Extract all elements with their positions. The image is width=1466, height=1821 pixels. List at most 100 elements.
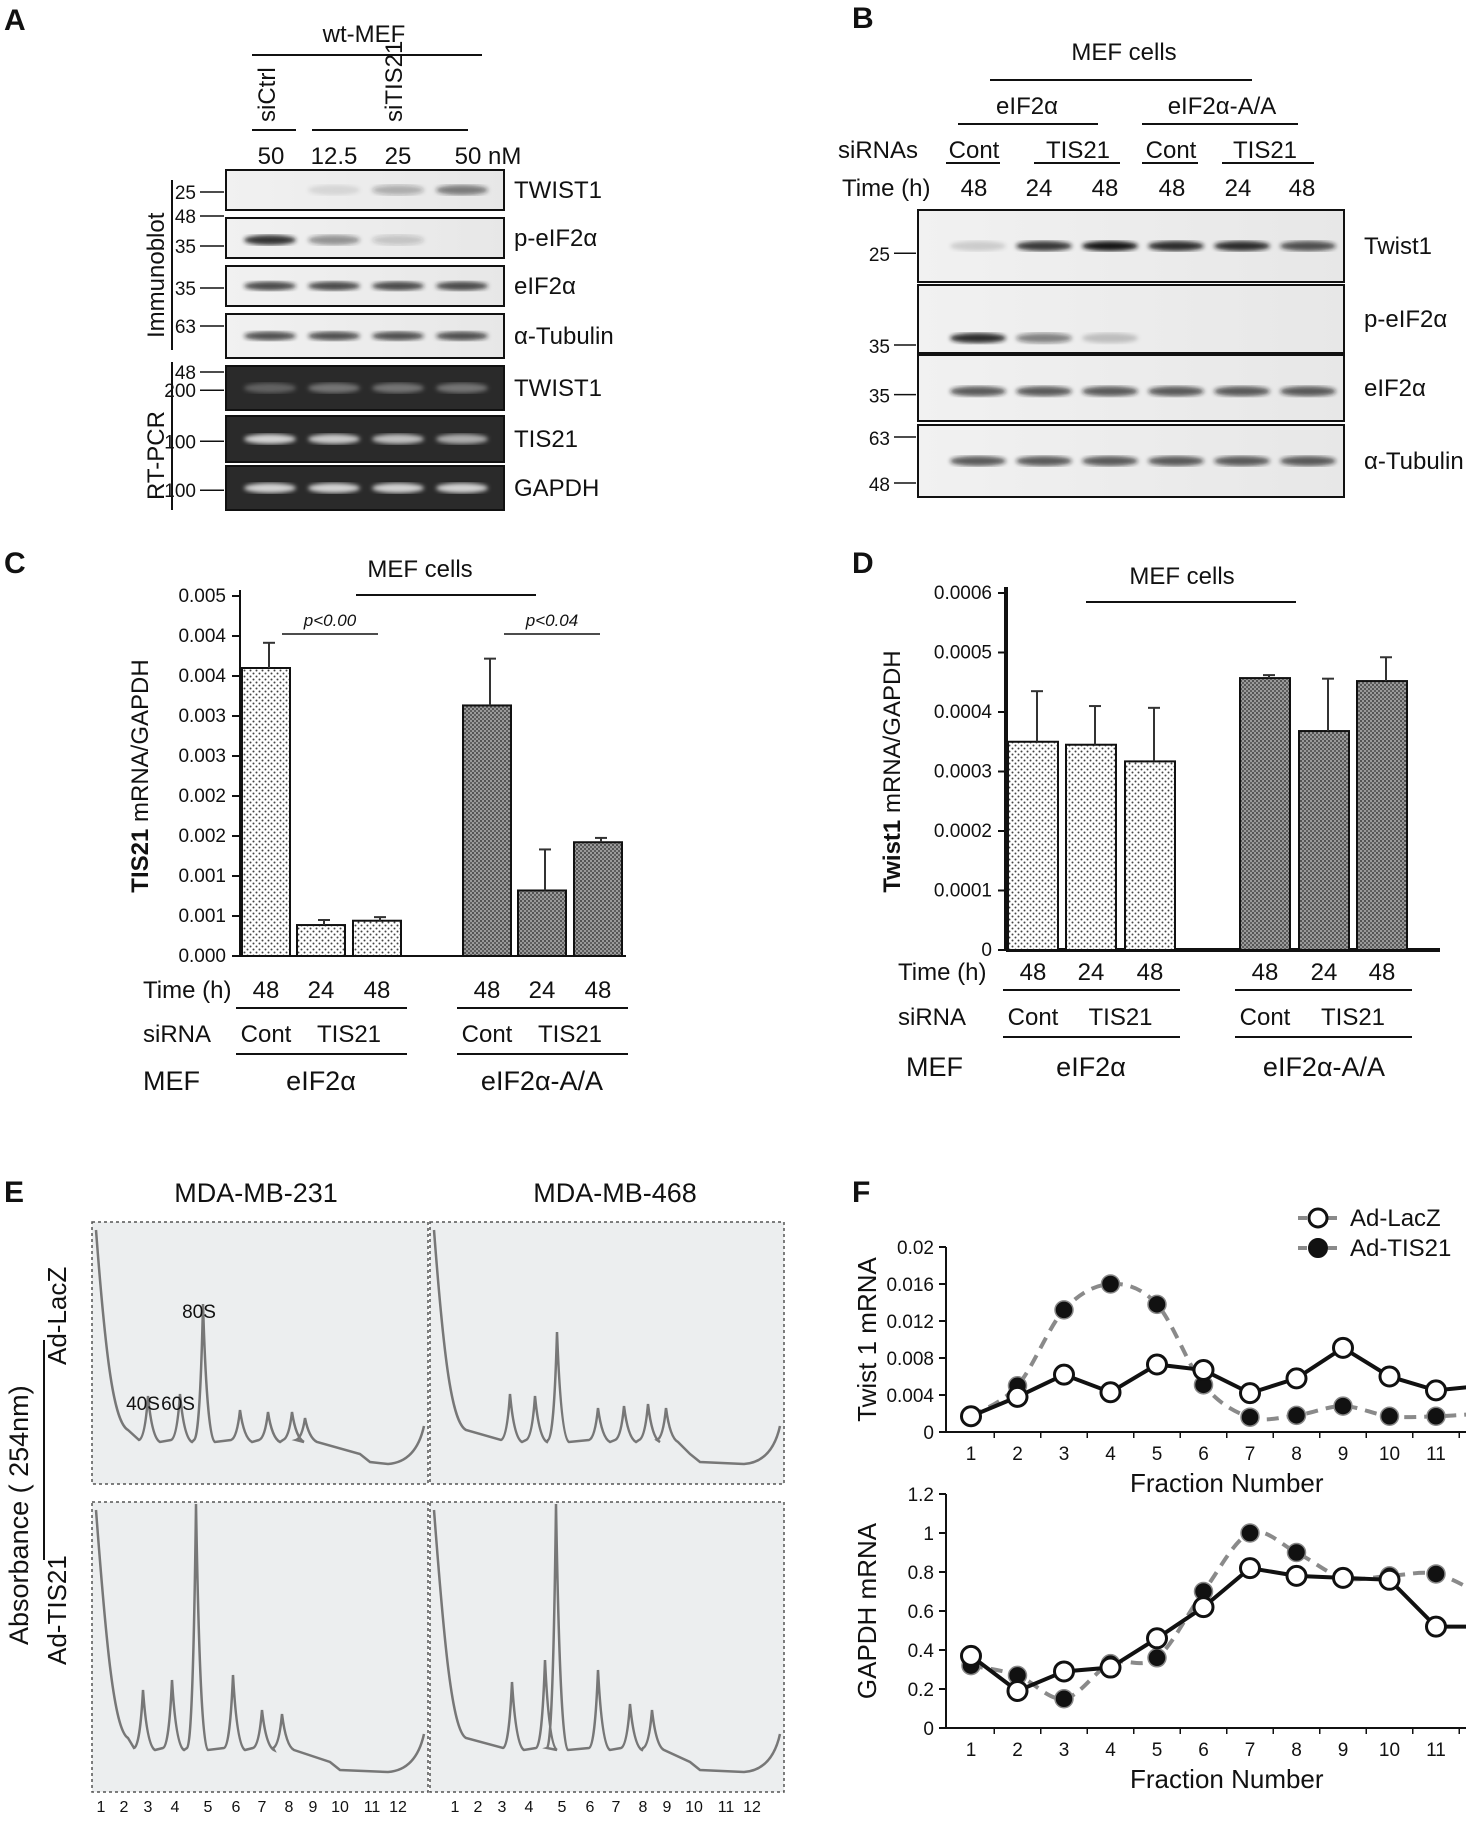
fraction-number: 5 [558,1799,567,1816]
x-tick-label: 6 [1198,1444,1209,1465]
mw-marker: 48 [175,207,196,228]
bar [1356,680,1408,951]
absorbance-trace [94,1503,426,1774]
band [1082,333,1138,344]
fraction-number: 8 [639,1799,648,1816]
mw-marker: 48 [869,475,890,496]
blot-strip: TWIST1 25 [175,169,602,211]
data-point [1240,1523,1260,1543]
band [436,383,488,393]
group-label: eIF2α-A/A [481,1066,603,1096]
blot-label: p-eIF2α [514,225,597,252]
x-tick-label: 2 [1012,1740,1023,1761]
y-tick-label: 0.2 [908,1680,934,1701]
band [1082,456,1138,466]
data-point [1285,1367,1308,1390]
panel-b-header: MEF cells [1071,39,1176,66]
x-tick-label: 3 [1059,1444,1070,1465]
fraction-number: 10 [331,1799,349,1816]
mw-marker: 48 [175,363,196,384]
fraction-number: 7 [258,1799,267,1816]
band [308,185,360,195]
group-label: eIF2α-A/A [1263,1052,1385,1082]
bar [573,841,623,957]
x-tick-label: 6 [1198,1740,1209,1761]
x-tick-label: 11 [1426,1444,1446,1465]
legend-marker-lacz [1307,1207,1329,1229]
band [244,281,296,291]
sirna-label: Cont [949,137,1000,164]
mw-marker: 200 [164,381,196,402]
band [436,331,488,341]
series-line [970,1529,1466,1701]
band [308,331,360,341]
absorbance-trace [94,1229,426,1466]
band [244,434,296,444]
sirna-row-label: siRNA [898,1004,966,1031]
time-row-label: Time (h) [143,977,231,1004]
group-label: eIF2α-A/A [1168,93,1277,120]
panel-letter-e: E [4,1176,24,1209]
blot-label: α-Tubulin [1364,448,1464,475]
sirna-label: Cont [1146,137,1197,164]
time-label: 48 [1092,175,1119,202]
polysome-profile [91,1501,429,1793]
panel-b: B MEF cells eIF2α eIF2α-A/A siRNAs Cont … [838,2,1464,498]
sirna-label: TIS21 [317,1021,381,1048]
bar [241,667,291,957]
sirna-label: TIS21 [1046,137,1110,164]
y-tick-label: 0.004 [886,1386,934,1407]
y-tick-label: 0.0006 [934,583,992,604]
significance-label: p<0.04 [525,611,578,630]
y-tick-label: 0.0003 [934,762,992,783]
y-tick-label: 0 [923,1719,934,1740]
y-axis-label: Twist1 mRNA/GAPDH [879,650,906,892]
time-label: 24 [529,977,556,1004]
panel-c: C MEF cells 0.000 0.001 0.001 0.002 0.002 0.00… [4,547,628,1096]
blot-label: eIF2α [1364,375,1426,402]
data-point [1099,1656,1122,1679]
band [950,386,1006,397]
fraction-number: 11 [364,1799,381,1816]
data-point [1053,1660,1075,1683]
y-tick-label: 0.012 [886,1312,934,1333]
band [1082,386,1138,397]
data-point [1426,1564,1446,1584]
band [308,281,360,291]
x-tick-label: 1 [966,1740,977,1761]
time-label: 48 [1020,959,1047,986]
data-point [1147,1294,1167,1315]
band [950,333,1006,344]
x-tick-label: 5 [1152,1444,1163,1465]
mw-marker: 100 [164,432,196,453]
band [1214,241,1270,251]
y-tick-label: 0.0004 [934,702,993,723]
panel-letter-a: A [4,4,26,37]
y-axis-label: GAPDH mRNA [852,1522,882,1699]
time-label: 48 [1289,175,1316,202]
band [1280,241,1336,251]
mw-marker: 25 [175,183,196,204]
bar [517,889,567,957]
x-tick-label: 9 [1338,1740,1349,1761]
dose-label: 12.5 [311,143,358,170]
sirna-row-label: siRNA [143,1021,211,1048]
bar [352,919,402,957]
y-tick-label: 0.0001 [934,881,992,902]
dose-label: 25 [385,143,412,170]
blot-label: TIS21 [514,426,578,453]
blot-strip: p-eIF2α 48 35 [175,207,597,259]
mw-marker: 63 [175,317,196,338]
section-label-immunoblot: Immunoblot [143,212,170,338]
blot-label: TWIST1 [514,375,602,402]
data-point [1239,1382,1261,1405]
blot-strip: p-eIF2α 35 [869,284,1447,358]
y-tick-label: 0.003 [178,706,226,727]
time-label: 48 [1369,959,1396,986]
fraction-number: 10 [685,1799,703,1816]
band [950,241,1006,251]
series-ad-lacz [960,1557,1466,1702]
band [244,383,296,393]
group-label: eIF2α [286,1066,356,1096]
